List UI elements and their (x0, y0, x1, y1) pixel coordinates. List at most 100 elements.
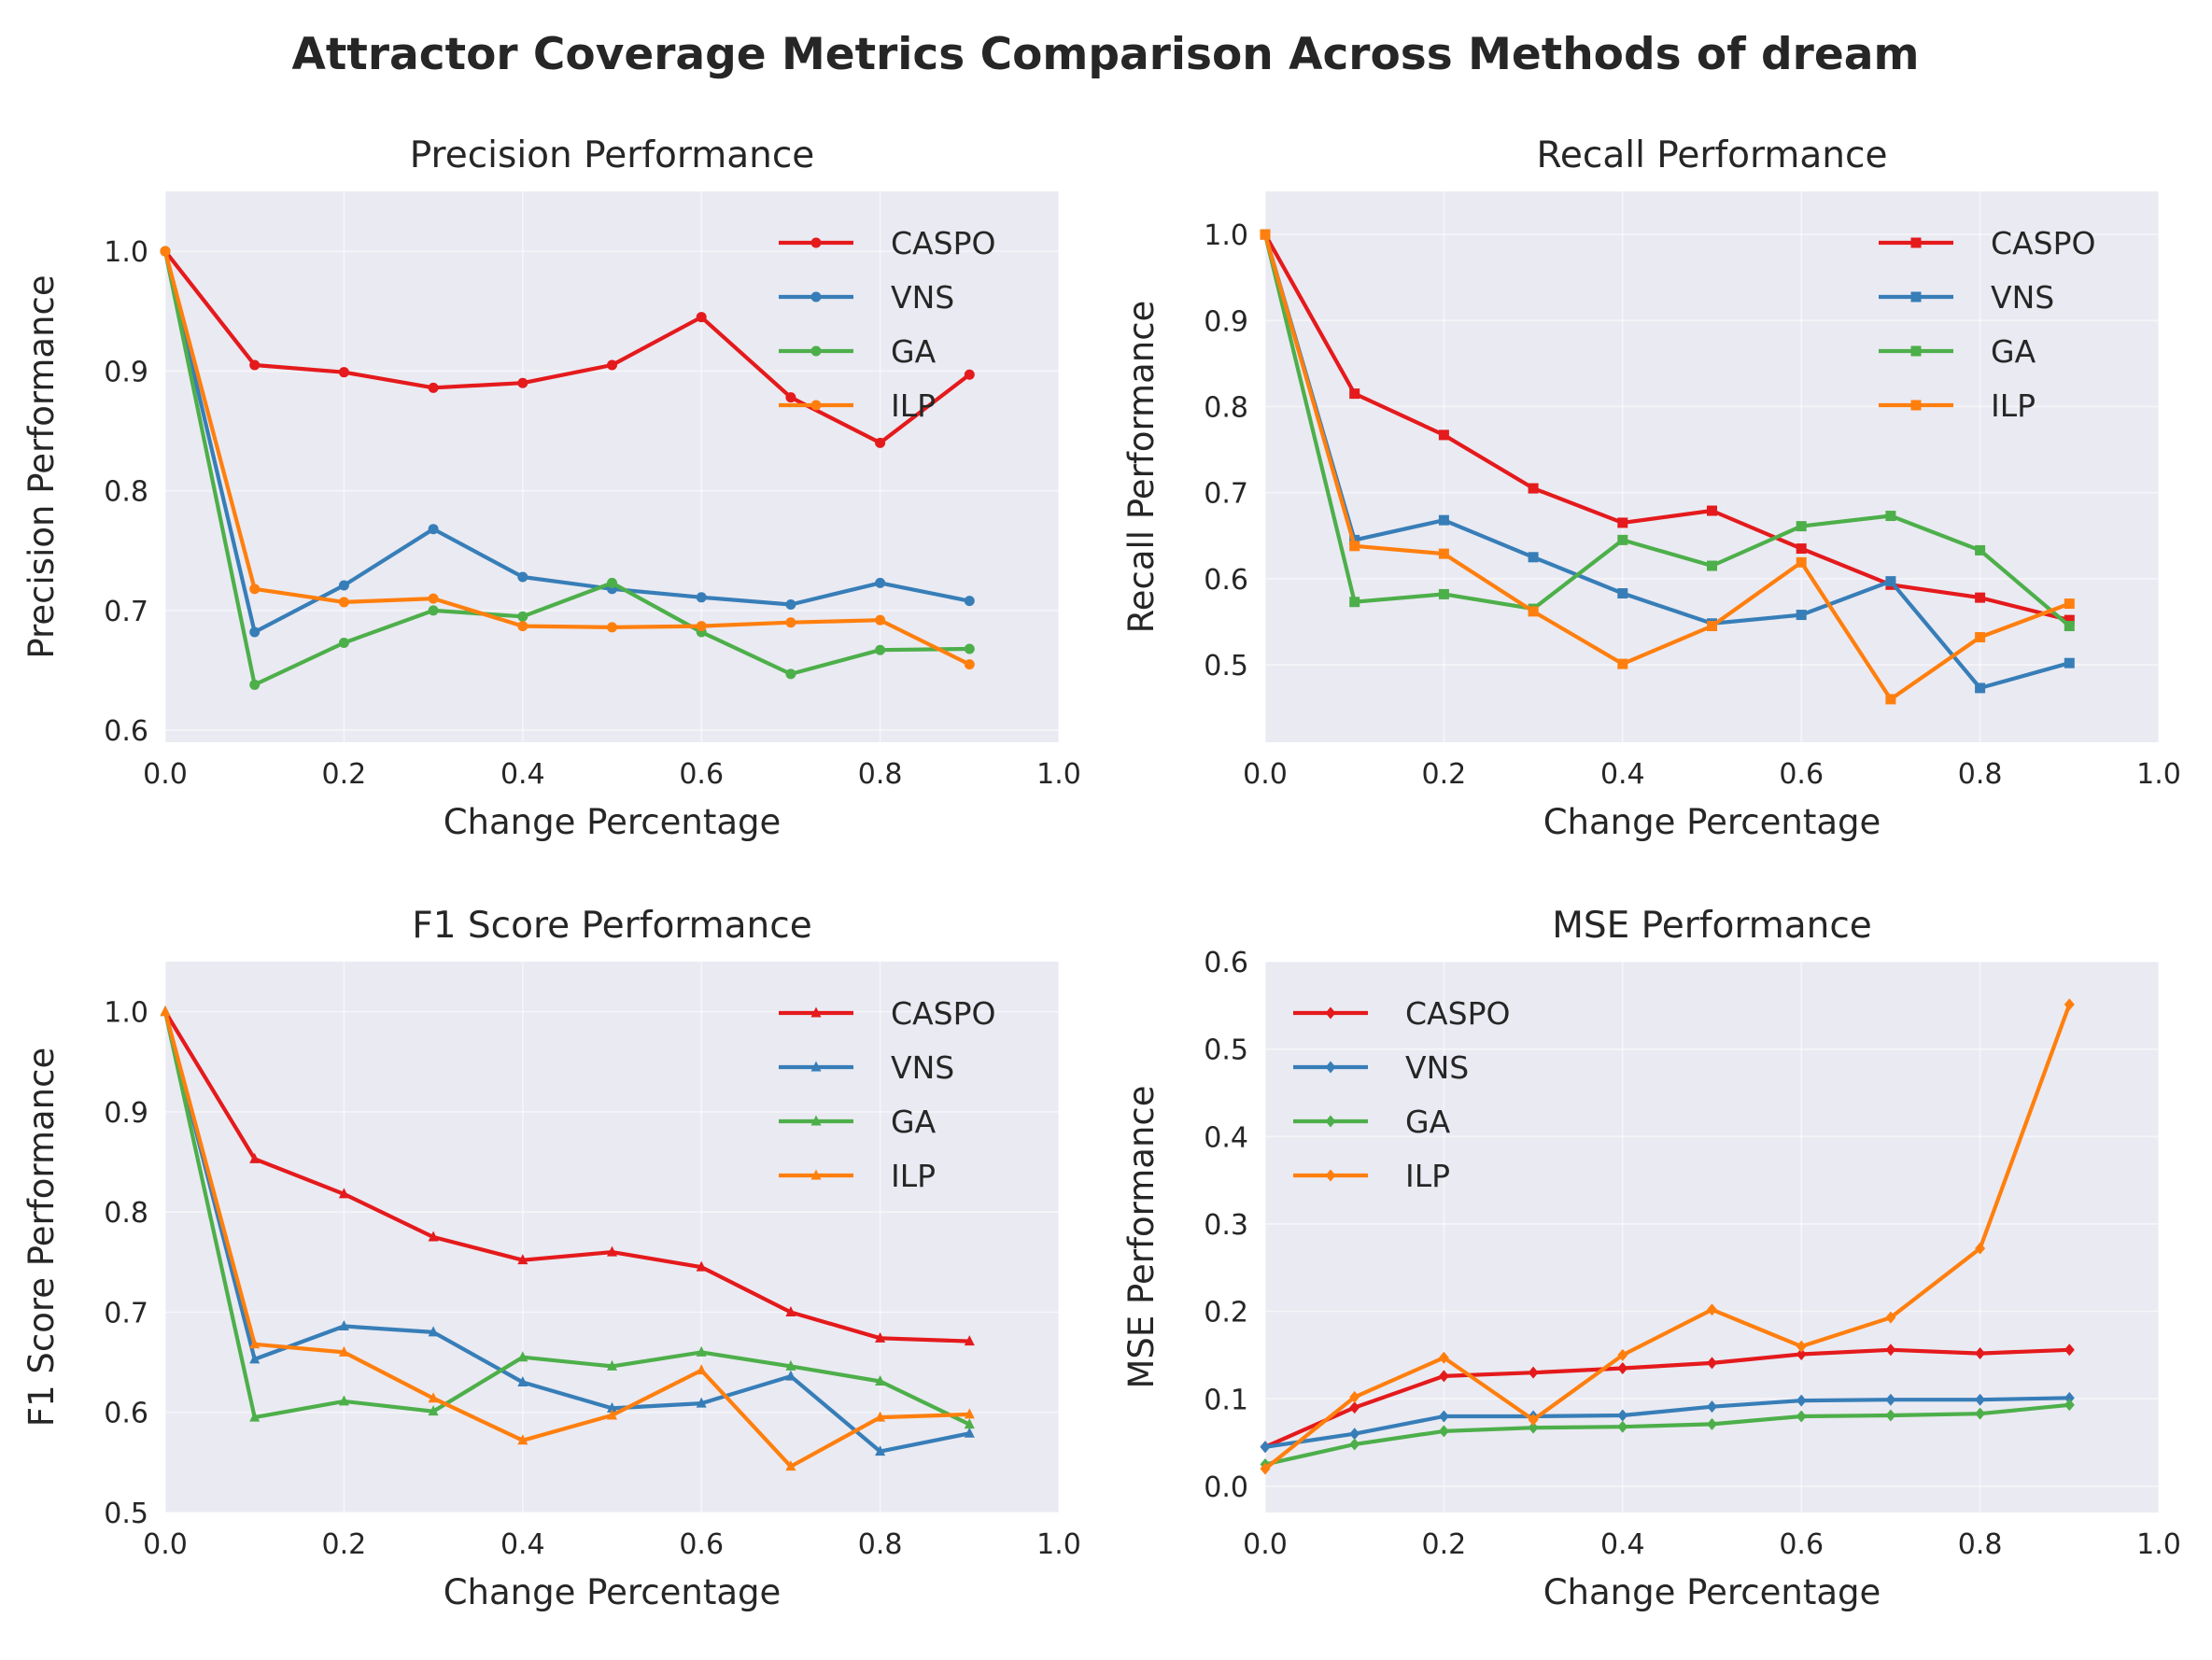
legend-marker (1910, 400, 1922, 411)
legend-item-caspo: CASPO (779, 225, 995, 261)
legend-marker (1325, 1006, 1336, 1020)
data-point (2064, 1391, 2075, 1404)
data-point (1885, 1343, 1896, 1357)
data-point (607, 1245, 617, 1257)
data-point (338, 1395, 349, 1406)
series-line (1263, 1004, 2072, 1470)
data-point (1438, 1410, 1449, 1423)
data-point (696, 1345, 707, 1357)
data-point (1528, 1366, 1539, 1379)
data-point (1796, 1410, 1807, 1423)
y-tick-label: 0.8 (104, 476, 148, 509)
data-point (1796, 1394, 1807, 1407)
x-tick-label: 1.0 (2136, 1528, 2181, 1561)
legend-label: ILP (891, 387, 936, 424)
data-point (428, 1405, 439, 1416)
data-point (1796, 610, 1807, 621)
legend-label: ILP (1405, 1158, 1450, 1194)
legend-label: GA (1405, 1104, 1451, 1140)
data-point (785, 599, 796, 610)
x-tick-label: 1.0 (2136, 758, 2181, 791)
data-point (696, 312, 707, 323)
y-axis-label: MSE Performance (1121, 1085, 1162, 1388)
legend-marker (810, 1169, 822, 1180)
y-tick-label: 0.9 (1204, 305, 1248, 338)
legend-marker (810, 1006, 822, 1018)
data-point (785, 617, 796, 628)
series-ga (1260, 229, 2075, 632)
x-tick-label: 0.0 (143, 1528, 188, 1561)
legend-label: ILP (1991, 387, 2036, 424)
y-tick-label: 0.6 (104, 715, 148, 748)
data-point (249, 1338, 261, 1349)
data-point (696, 1397, 707, 1408)
data-point (696, 1260, 707, 1272)
x-tick-label: 0.6 (1779, 758, 1824, 791)
data-point (1975, 632, 1986, 643)
series-line (1264, 1396, 2070, 1449)
series-line (1262, 233, 2071, 628)
data-point (1975, 1242, 1986, 1255)
data-point (1260, 1462, 1271, 1475)
legend-item-ilp: ILP (1879, 387, 2036, 424)
data-point (607, 1401, 617, 1413)
x-tick-label: 0.4 (500, 1528, 545, 1561)
series-line (1264, 1402, 2070, 1467)
subplot-1: 0.0 0.2 0.4 0.6 0.8 1.0 0.6 0.7 0.8 0.9 1.0 Precisi… (21, 134, 1081, 842)
data-point (1349, 1428, 1360, 1441)
legend-marker (810, 1115, 822, 1126)
series-ilp (160, 1006, 975, 1471)
legend-label: VNS (891, 279, 954, 316)
data-point (517, 1254, 528, 1265)
x-axis-label: Change Percentage (444, 802, 782, 842)
series-ga (160, 246, 975, 690)
x-tick-label: 0.4 (500, 758, 545, 791)
series-line (163, 1010, 970, 1343)
legend-marker (810, 291, 822, 302)
data-point (1885, 1393, 1896, 1406)
legend-item-caspo: CASPO (1879, 225, 2095, 261)
data-point (1438, 1425, 1449, 1438)
data-point (1796, 1340, 1807, 1353)
data-point (338, 638, 349, 649)
y-tick-label: 0.3 (1204, 1209, 1248, 1242)
plot-area (165, 962, 1059, 1512)
data-point (338, 1188, 349, 1199)
x-tick-label: 0.2 (322, 1528, 367, 1561)
data-point (1707, 1400, 1717, 1414)
y-tick-label: 1.0 (104, 997, 148, 1030)
x-axis-label: Change Percentage (1543, 1572, 1881, 1612)
data-point (964, 1418, 975, 1429)
legend-marker (1325, 1061, 1336, 1074)
data-point (1707, 621, 1717, 632)
x-tick-label: 0.6 (679, 758, 724, 791)
data-point (249, 679, 261, 690)
series-line (162, 1011, 970, 1469)
data-point (517, 611, 528, 622)
x-tick-label: 0.8 (1958, 758, 2003, 791)
data-point (338, 580, 349, 591)
x-tick-label: 0.6 (1779, 1528, 1824, 1561)
legend-item-ilp: ILP (779, 1158, 936, 1194)
data-point (338, 367, 349, 378)
series-line (162, 1011, 971, 1427)
series-line (162, 250, 970, 635)
data-point (2064, 598, 2075, 610)
data-point (249, 626, 261, 638)
data-point (428, 605, 439, 616)
data-point (607, 577, 617, 588)
subplot-title: Precision Performance (410, 134, 815, 176)
subplot-title: F1 Score Performance (412, 905, 811, 947)
data-point (1975, 592, 1986, 603)
data-point (2064, 614, 2075, 626)
data-point (1707, 1357, 1717, 1370)
x-tick-label: 1.0 (1036, 758, 1081, 791)
data-point (517, 1376, 528, 1387)
legend-item-caspo: CASPO (1293, 995, 1510, 1032)
x-tick-label: 0.2 (1422, 1528, 1467, 1561)
data-point (517, 571, 528, 583)
data-point (964, 659, 975, 670)
data-point (1975, 1407, 1986, 1420)
data-point (1349, 597, 1360, 608)
data-point (1528, 1421, 1539, 1434)
